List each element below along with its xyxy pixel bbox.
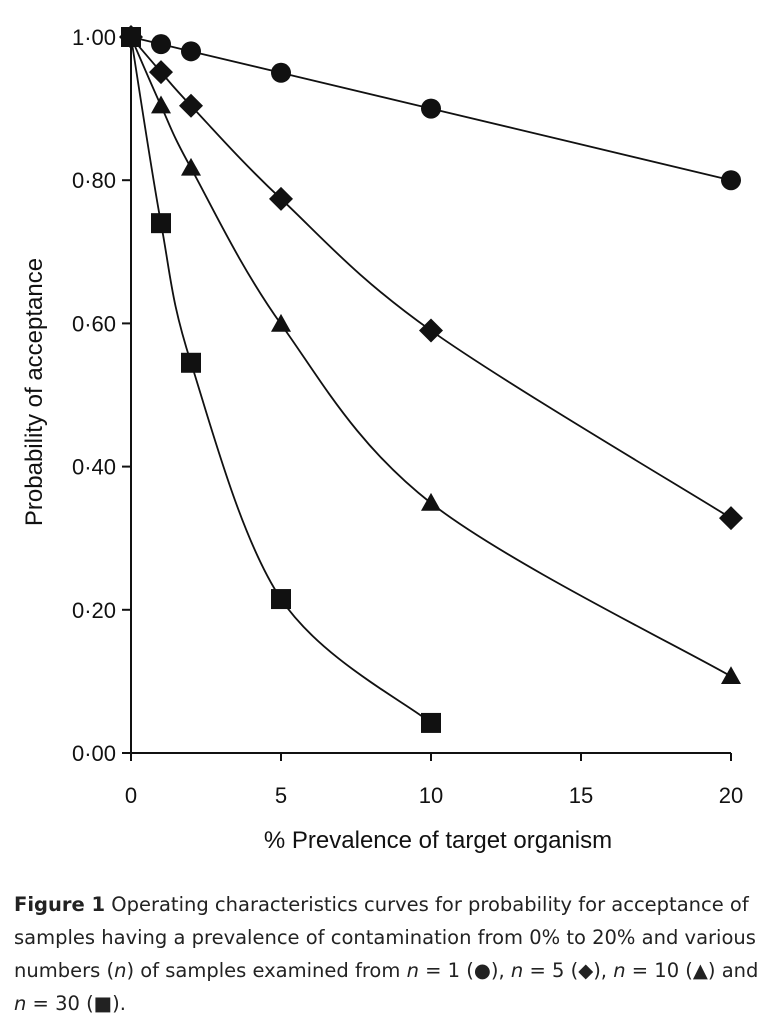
circle-point (721, 170, 741, 191)
square-point (271, 589, 291, 610)
x-tick-label: 15 (569, 783, 593, 808)
circle-point (421, 98, 441, 119)
y-tick-label: 0·00 (72, 741, 116, 766)
operating-characteristics-chart: 0·00 0·20 0·40 0·60 0·80 1·00 0 5 10 15 20 % Preva… (21, 25, 743, 854)
chart-axes: 0·00 0·20 0·40 0·60 0·80 1·00 0 5 10 15 20 (72, 25, 743, 808)
triangle-series-line (130, 36, 732, 678)
circle-point (181, 41, 201, 62)
x-tick-label: 5 (275, 783, 287, 808)
x-tick-label: 0 (125, 783, 137, 808)
triangle-point (181, 157, 201, 176)
figure-caption: Figure 1 Operating characteristics curve… (14, 888, 764, 1020)
y-axis-title: Probability of acceptance (21, 258, 48, 526)
caption-text-1: Operating characteristics curves for pro… (14, 893, 756, 982)
caption-n-variable: n (406, 959, 419, 982)
circle-point (151, 34, 171, 55)
caption-eq-3: = 10 (▲) and (625, 959, 759, 982)
square-point (421, 712, 441, 733)
chart-curves (130, 36, 732, 724)
triangle-point (271, 313, 291, 332)
y-tick-label: 0·20 (72, 598, 116, 623)
caption-n-variable: n (613, 959, 626, 982)
y-tick-label: 0·60 (72, 311, 116, 336)
square-point (121, 27, 141, 47)
y-tick-label: 1·00 (72, 25, 116, 50)
chart-markers (119, 25, 743, 733)
square-point (151, 213, 171, 234)
caption-eq-1: = 1 (●), (418, 959, 511, 982)
caption-eq-2: = 5 (◆), (523, 959, 614, 982)
caption-n-variable: n (114, 959, 127, 982)
triangle-point (421, 492, 441, 511)
caption-eq-4: = 30 (■). (26, 992, 126, 1015)
caption-n-variable: n (510, 959, 524, 982)
x-tick-label: 20 (719, 783, 743, 808)
diamond-point (179, 93, 203, 118)
y-tick-label: 0·40 (72, 455, 116, 480)
caption-n-variable: n (14, 992, 27, 1015)
square-point (181, 352, 201, 373)
diamond-point (719, 506, 743, 531)
y-tick-label: 0·80 (72, 168, 116, 193)
diamond-point (269, 186, 293, 211)
caption-text-2: ) of samples examined from (126, 959, 407, 982)
x-axis-title: % Prevalence of target organism (264, 827, 612, 854)
figure-label: Figure 1 (14, 893, 106, 916)
diamond-point (149, 60, 173, 85)
triangle-point (151, 95, 171, 114)
diamond-point (419, 318, 443, 343)
circle-point (271, 62, 291, 83)
square-series-line (130, 36, 432, 724)
triangle-point (721, 666, 741, 685)
x-tick-label: 10 (419, 783, 443, 808)
